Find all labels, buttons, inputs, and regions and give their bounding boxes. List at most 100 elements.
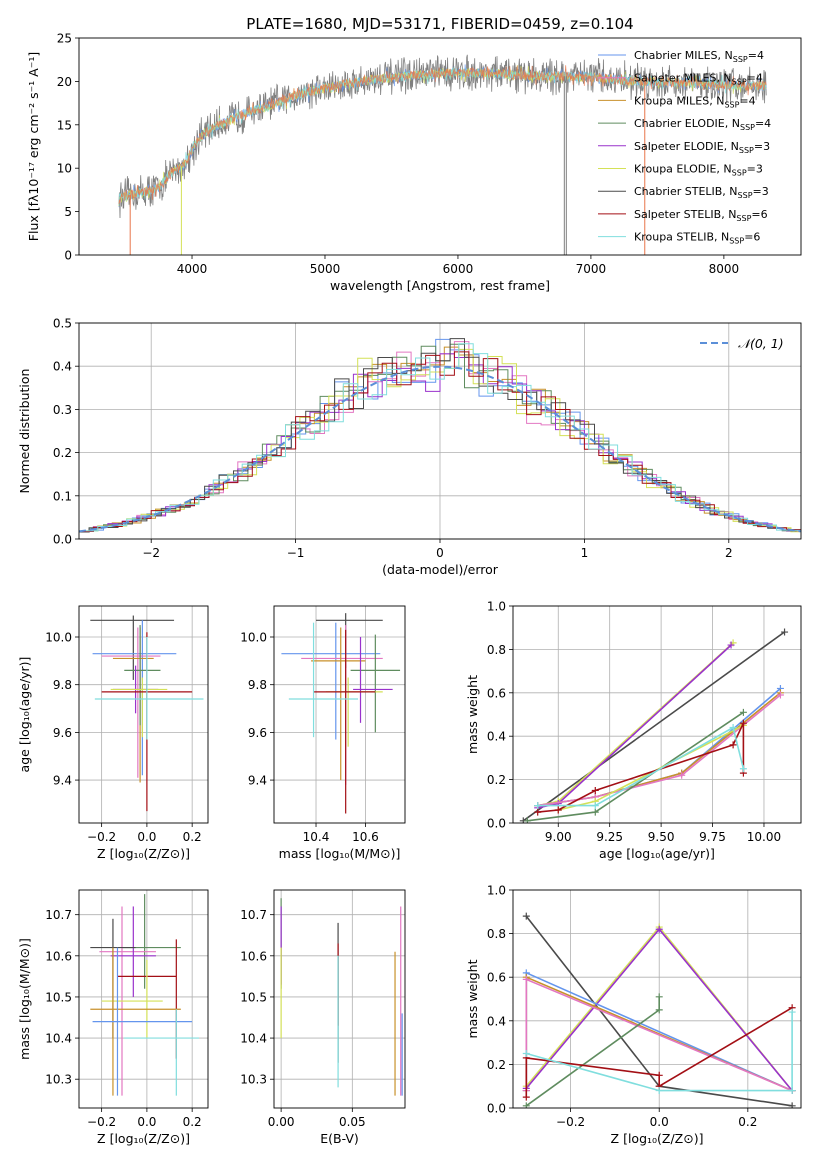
legend-eq: =6: [751, 208, 767, 221]
y-tick-label: 9.4: [248, 774, 267, 788]
x-tick-label: 0.2: [738, 1115, 757, 1129]
legend-label: Chabrier ELODIE, N: [634, 117, 740, 130]
x-tick-label: 4000: [177, 262, 208, 276]
plot-area: [90, 894, 199, 1096]
x-tick-label: 5000: [310, 262, 341, 276]
y-tick-label: 10.6: [45, 949, 72, 963]
legend-label: Salpeter STELIB, N: [634, 208, 736, 221]
legend-sub: SSP: [729, 237, 744, 246]
series-marker: [522, 1050, 530, 1057]
series-marker: [591, 808, 599, 816]
errorbar-chabrier-miles: [92, 620, 177, 776]
legend-eq: =3: [753, 185, 769, 198]
spectrum-model-line: [118, 65, 767, 205]
y-tick-label: 0.2: [487, 773, 506, 787]
axes-frame: [78, 605, 209, 824]
spectrum-model-line: [118, 68, 767, 206]
series-marker: [739, 719, 747, 727]
axes-frame: [78, 322, 802, 540]
legend-entry: Chabrier STELIB, NSSP=3: [634, 185, 769, 200]
legend-label: Salpeter MILES, N: [634, 72, 732, 85]
legend-sub: SSP: [740, 123, 755, 132]
errorbar-kroupa-elodie: [325, 677, 383, 747]
axes-frame: [512, 889, 802, 1109]
legend-eq: =4: [755, 117, 771, 130]
x-tick-label: −0.2: [87, 830, 116, 844]
x-axis-label: E(B-V): [320, 1131, 359, 1146]
y-tick-label: 9.6: [53, 726, 72, 740]
x-tick-label: 0.2: [183, 830, 202, 844]
y-tick-label: 0.0: [487, 1102, 506, 1116]
x-tick-label: 2: [725, 546, 733, 560]
series-marker: [554, 806, 562, 814]
axes-frame: [78, 37, 802, 256]
x-axis-label: Z [log₁₀(Z/Z⊙)]: [611, 1131, 704, 1146]
plot-area: [79, 338, 801, 533]
errorbar-chabrier-elodie: [124, 625, 161, 726]
legend-sub: SSP: [739, 146, 754, 155]
legend-label: Kroupa STELIB, N: [634, 231, 729, 244]
y-tick-label: 0.8: [487, 927, 506, 941]
panel-residuals: −2 −1 0 1 2 0.0 0.1 0.2 0.3 0.4 0.5 (data-model)/er…: [17, 317, 802, 577]
panel-age-vs-mass: 10.4 10.6 9.4 9.6 9.8 10.0 mass [log₁₀(M/M⊙)]: [240, 605, 406, 861]
y-tick-label: 0.4: [487, 730, 506, 744]
legend-entry: Salpeter MILES, NSSP=4: [634, 72, 763, 87]
y-tick-label: 10.4: [45, 1032, 72, 1046]
y-tick-label: 25: [57, 32, 72, 46]
x-tick-label: −2: [142, 546, 160, 560]
series-kroupa-stelib: [534, 724, 747, 810]
series-chabrier-elodie: [522, 993, 663, 1108]
y-tick-label: 0.6: [487, 686, 506, 700]
series-salpeter-stelib: [534, 719, 747, 816]
x-tick-label: 9.50: [648, 830, 675, 844]
series-marker: [788, 1102, 796, 1108]
series-marker: [534, 802, 542, 810]
series-marker: [729, 741, 737, 749]
y-axis-label: mass weight: [465, 675, 480, 754]
x-tick-label: 8000: [709, 262, 740, 276]
y-tick-label: 0.2: [53, 446, 72, 460]
series-marker: [655, 925, 663, 933]
legend-sub: SSP: [724, 100, 739, 109]
y-tick-label: 10.5: [240, 990, 267, 1004]
errorbar-chabrier-stelib: [316, 613, 383, 668]
y-axis-label: Flux [fλ10⁻¹⁷ erg cm⁻² s⁻¹ A⁻¹]: [26, 52, 41, 241]
series-marker: [739, 708, 747, 716]
x-tick-label: 0.05: [339, 1115, 366, 1129]
series-marker: [523, 817, 531, 823]
y-tick-label: 0.8: [487, 643, 506, 657]
y-tick-label: 10.0: [240, 631, 267, 645]
y-tick-label: 0: [64, 249, 72, 263]
panel-age-vs-Z: −0.2 0.0 0.2 9.4 9.6 9.8 10.0 Z [log₁₀(Z/Z⊙)] ag…: [17, 605, 209, 861]
y-tick-label: 0.0: [53, 533, 72, 547]
series-chabrier-elodie: [523, 708, 747, 823]
series-marker: [788, 1008, 796, 1016]
y-tick-label: 10.7: [45, 908, 72, 922]
normal-curve: [79, 365, 801, 533]
y-tick-label: 10.3: [45, 1073, 72, 1087]
y-tick-label: 0.0: [487, 817, 506, 831]
legend-label: Chabrier STELIB, N: [634, 185, 738, 198]
plot-area: [280, 898, 403, 1096]
y-axis-label: mass weight: [465, 959, 480, 1038]
series-marker: [727, 641, 735, 649]
panel-weight-vs-age: 9.00 9.25 9.50 9.75 10.00 0.0 0.2 0.4 0.6 0.8 1.0 a…: [465, 600, 802, 861]
y-tick-label: 10.3: [240, 1073, 267, 1087]
y-tick-label: 5: [64, 205, 72, 219]
y-tick-label: 9.6: [248, 726, 267, 740]
errorbar-kroupa-stelib: [94, 637, 204, 740]
series-marker: [739, 765, 747, 773]
figure-title: PLATE=1680, MJD=53171, FIBERID=0459, z=0…: [246, 15, 633, 33]
series-marker: [781, 628, 789, 636]
legend-label: Chabrier MILES, N: [634, 49, 733, 62]
x-tick-label: 0.2: [183, 1115, 202, 1129]
x-tick-label: −1: [287, 546, 305, 560]
x-tick-label: −0.2: [87, 1115, 116, 1129]
axes-frame: [273, 605, 406, 824]
plot-area: [281, 613, 401, 814]
legend-sub: SSP: [736, 214, 751, 223]
legend-entry: Kroupa STELIB, NSSP=6: [634, 231, 760, 246]
legend-entry: Salpeter STELIB, NSSP=6: [634, 208, 768, 223]
series-marker: [522, 1093, 530, 1101]
series-marker: [655, 1006, 663, 1014]
